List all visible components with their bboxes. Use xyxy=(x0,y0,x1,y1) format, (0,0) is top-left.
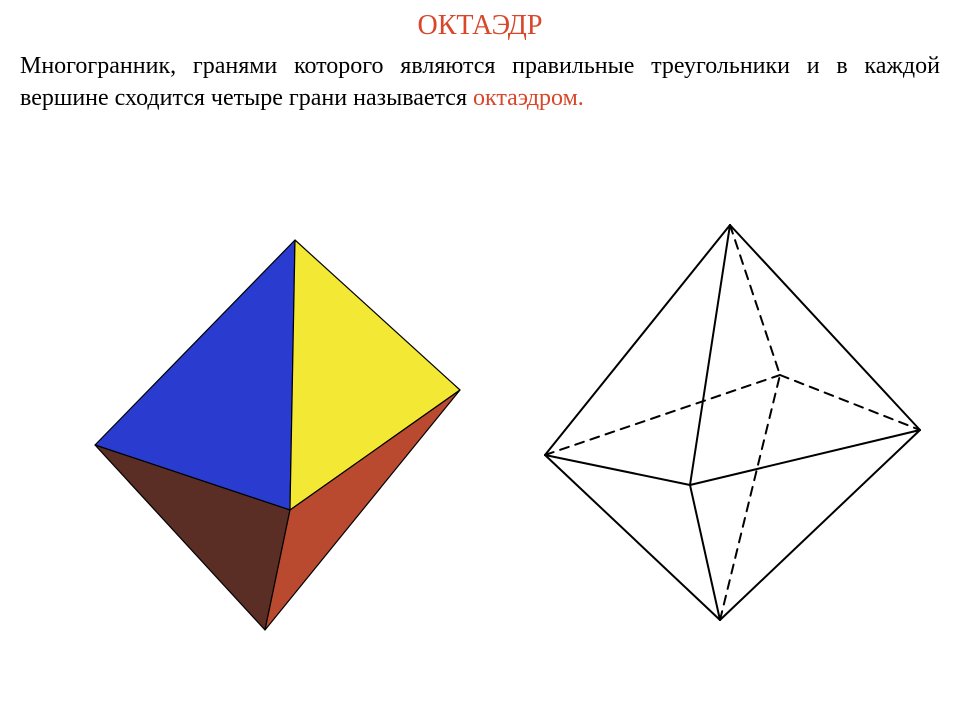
definition-highlight: октаэдром. xyxy=(473,85,584,111)
solid-octahedron xyxy=(40,210,470,640)
edge-bottom-left xyxy=(545,455,720,620)
edge-front-right xyxy=(690,430,920,485)
edge-bottom-front xyxy=(690,485,720,620)
definition-text: Многогранник, гранями которого являются … xyxy=(0,42,960,115)
hidden-edge-back-right xyxy=(780,375,920,430)
hidden-edge-bottom-back xyxy=(720,375,780,620)
page-title: ОКТАЭДР xyxy=(0,0,960,42)
edge-bottom-right xyxy=(720,430,920,620)
hidden-edge-top-back xyxy=(730,225,780,375)
edge-top-front xyxy=(690,225,730,485)
edge-top-right xyxy=(730,225,920,430)
hidden-edge-left-back xyxy=(545,375,780,455)
figures-area xyxy=(0,200,960,680)
edge-left-front xyxy=(545,455,690,485)
edge-top-left xyxy=(545,225,730,455)
wireframe-octahedron xyxy=(500,200,940,640)
